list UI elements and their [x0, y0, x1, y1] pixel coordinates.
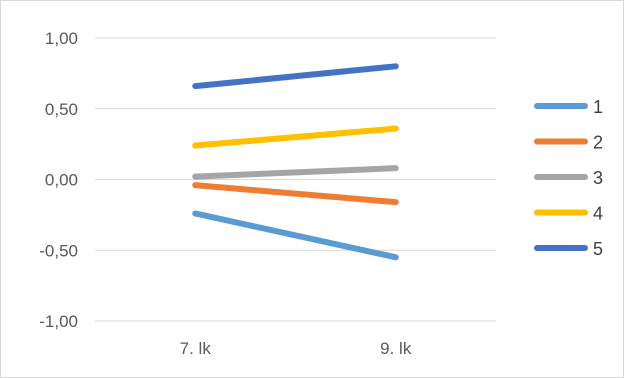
legend-label-2: 2: [593, 133, 603, 153]
y-tick-label: 0,00: [45, 171, 78, 190]
series-line-1: [192, 210, 399, 261]
series-line-3: [192, 165, 399, 180]
series-line-2: [192, 182, 399, 206]
legend: 1 2 3 4 5: [534, 97, 603, 259]
x-axis-tick-labels: 7. lk 9. lk: [180, 339, 412, 358]
legend-label-5: 5: [593, 239, 603, 259]
y-tick-label: 0,50: [45, 100, 78, 119]
y-tick-label: -0,50: [39, 241, 78, 260]
legend-label-3: 3: [593, 168, 603, 188]
series-lines: [192, 63, 399, 261]
series-line-4: [192, 125, 399, 149]
gridlines: [95, 37, 496, 322]
y-axis-tick-labels: 1,00 0,50 0,00 -0,50 -1,00: [39, 29, 78, 331]
series-line-5: [192, 63, 399, 90]
x-tick-label: 9. lk: [380, 339, 412, 358]
legend-label-1: 1: [593, 97, 603, 117]
x-tick-label: 7. lk: [180, 339, 212, 358]
legend-label-4: 4: [593, 204, 603, 224]
y-tick-label: -1,00: [39, 312, 78, 331]
y-tick-label: 1,00: [45, 29, 78, 48]
